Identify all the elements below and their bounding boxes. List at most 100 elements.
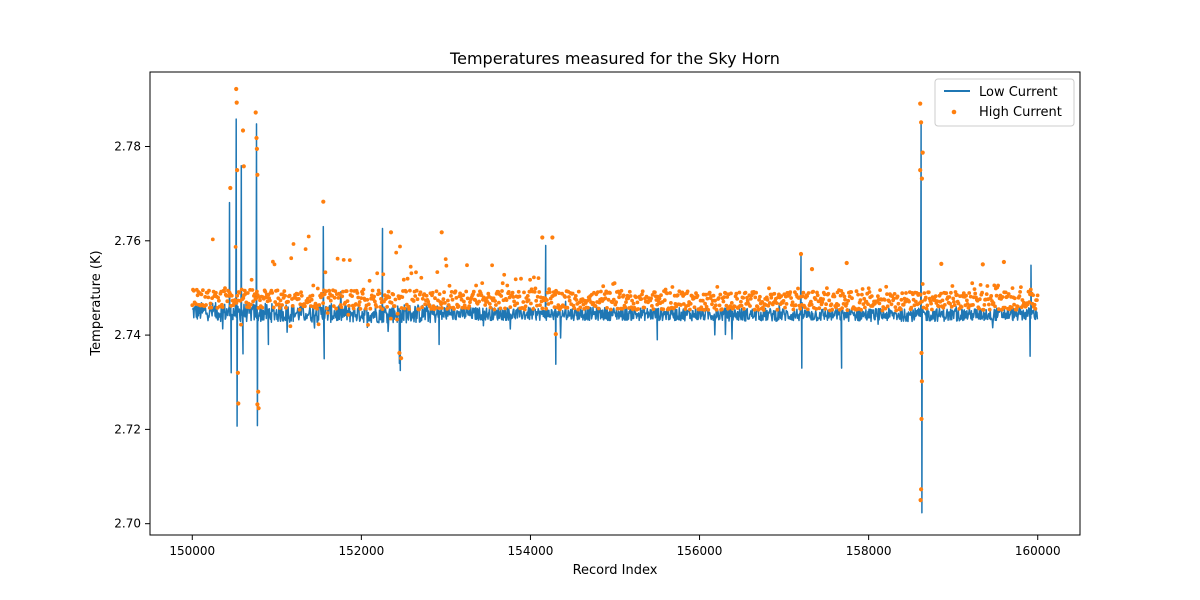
scatter-point xyxy=(574,298,579,302)
scatter-point xyxy=(856,292,860,297)
scatter-point xyxy=(523,304,528,309)
scatter-point xyxy=(529,301,533,306)
scatter-point xyxy=(650,293,655,297)
scatter-outlier-point xyxy=(920,150,925,155)
scatter-point xyxy=(204,303,208,307)
scatter-point xyxy=(752,307,757,312)
scatter-point xyxy=(685,289,690,294)
scatter-point xyxy=(464,289,469,294)
scatter-outlier-point xyxy=(236,401,241,406)
scatter-point xyxy=(779,294,784,298)
scatter-point xyxy=(411,299,416,303)
scatter-point xyxy=(623,305,628,310)
y-tick-label: 2.74 xyxy=(114,328,141,342)
scatter-point xyxy=(528,277,532,282)
y-axis-label: Temperature (K) xyxy=(89,250,104,356)
scatter-outlier-point xyxy=(918,101,923,106)
scatter-point xyxy=(335,256,340,261)
scatter-point xyxy=(287,293,292,298)
scatter-point xyxy=(386,289,391,294)
scatter-point xyxy=(327,288,332,293)
scatter-point xyxy=(324,289,329,294)
scatter-point xyxy=(453,289,458,294)
scatter-point xyxy=(370,288,375,293)
scatter-point xyxy=(442,290,446,295)
scatter-point xyxy=(222,289,227,294)
scatter-point xyxy=(379,297,383,301)
scatter-point xyxy=(443,301,447,305)
scatter-point xyxy=(315,286,320,291)
scatter-point xyxy=(728,304,733,308)
scatter-point xyxy=(239,322,243,327)
scatter-point xyxy=(867,290,872,294)
scatter-point xyxy=(387,295,392,300)
scatter-point xyxy=(522,290,526,295)
scatter-point xyxy=(549,300,554,305)
scatter-point xyxy=(836,303,841,307)
scatter-point xyxy=(1028,287,1033,292)
scatter-point xyxy=(670,285,675,289)
scatter-point xyxy=(373,299,377,304)
scatter-point xyxy=(823,307,828,311)
scatter-point xyxy=(1033,306,1038,311)
scatter-point xyxy=(642,305,647,310)
scatter-point xyxy=(912,303,917,308)
scatter-point xyxy=(925,303,930,308)
scatter-point xyxy=(754,290,758,295)
scatter-point xyxy=(497,300,501,305)
scatter-outlier-point xyxy=(240,128,246,133)
scatter-point xyxy=(748,304,752,308)
scatter-point xyxy=(446,298,450,303)
scatter-point xyxy=(678,303,683,307)
scatter-point xyxy=(340,294,345,299)
scatter-point xyxy=(210,237,215,242)
scatter-point xyxy=(250,288,255,292)
scatter-point xyxy=(595,290,600,294)
scatter-point xyxy=(286,299,290,304)
scatter-point xyxy=(729,301,734,305)
scatter-point xyxy=(405,276,410,281)
scatter-point xyxy=(506,290,511,294)
scatter-point xyxy=(233,245,238,249)
scatter-point xyxy=(705,296,710,301)
scatter-point xyxy=(964,293,968,298)
scatter-point xyxy=(796,286,800,291)
scatter-point xyxy=(801,290,806,295)
scatter-point xyxy=(605,306,609,310)
scatter-point xyxy=(199,292,204,297)
scatter-point xyxy=(901,302,906,307)
scatter-point xyxy=(703,301,707,306)
scatter-point xyxy=(688,307,692,312)
scatter-point xyxy=(948,301,952,306)
scatter-point xyxy=(492,307,497,312)
scatter-point xyxy=(621,293,626,298)
scatter-point xyxy=(811,289,816,294)
scatter-point xyxy=(599,289,603,294)
scatter-point xyxy=(417,307,421,312)
scatter-point xyxy=(825,286,829,290)
scatter-point xyxy=(567,298,572,303)
scatter-point xyxy=(366,302,371,307)
scatter-point xyxy=(423,302,427,307)
scatter-point xyxy=(323,270,328,275)
scatter-point xyxy=(707,290,712,295)
scatter-point xyxy=(347,303,351,308)
scatter-point xyxy=(355,291,360,295)
scatter-point xyxy=(237,290,242,295)
scatter-point xyxy=(537,290,542,294)
scatter-point xyxy=(468,300,472,305)
scatter-point xyxy=(220,305,225,309)
scatter-point xyxy=(546,302,551,306)
scatter-point xyxy=(702,308,707,312)
scatter-point xyxy=(567,295,571,299)
scatter-point xyxy=(748,296,753,301)
scatter-point xyxy=(515,301,520,306)
scatter-point xyxy=(471,289,476,294)
scatter-point xyxy=(365,297,370,302)
scatter-outlier-point xyxy=(253,110,258,115)
scatter-point xyxy=(842,294,847,299)
scatter-point xyxy=(745,298,750,303)
scatter-point xyxy=(375,271,380,276)
scatter-point xyxy=(325,311,330,315)
scatter-outlier-point xyxy=(235,168,240,173)
